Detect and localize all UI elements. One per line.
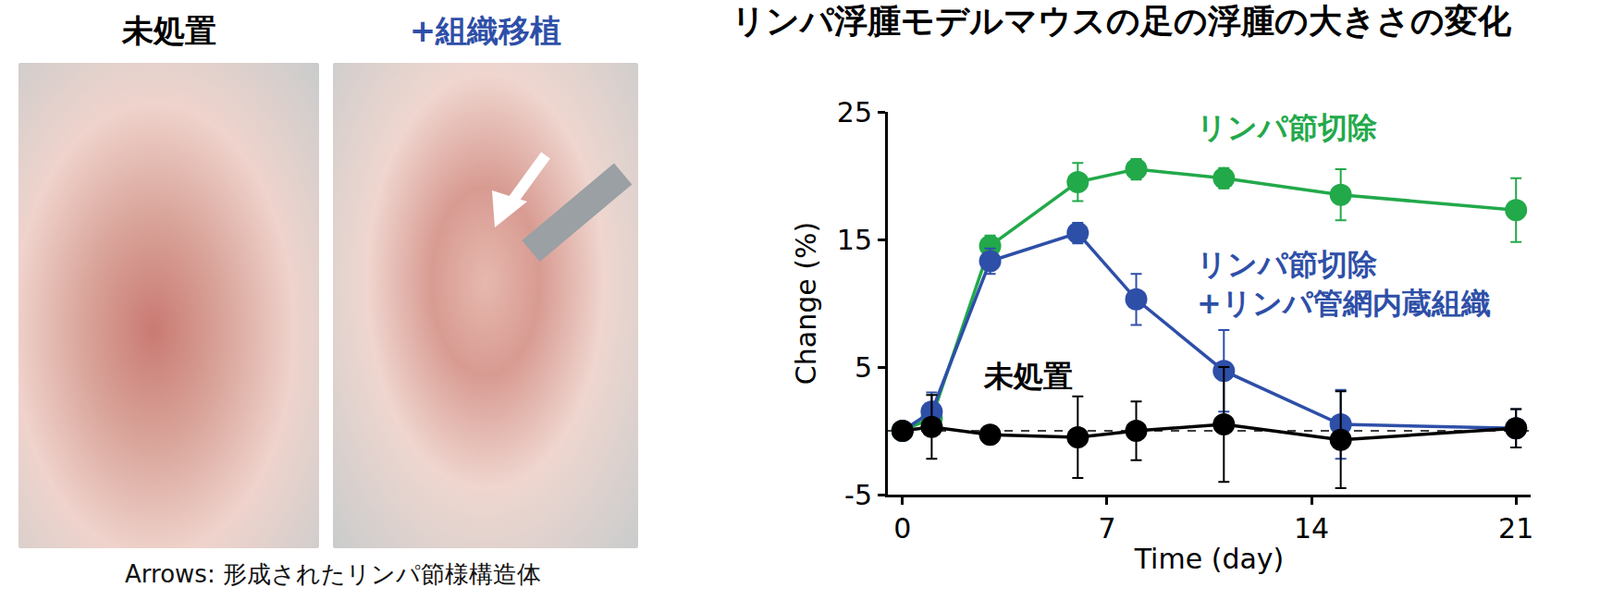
svg-text:25: 25 [836, 96, 873, 129]
svg-text:0: 0 [893, 512, 911, 545]
html-text:Arrows: 形成されたリンパ節様構造体: Arrows: 形成されたリンパ節様構造体 [124, 560, 541, 589]
html-text:未処置: 未処置 [121, 12, 216, 50]
svg-text:7: 7 [1097, 512, 1116, 545]
svg-text:15: 15 [836, 223, 873, 257]
svg-text:リンパ節切除: リンパ節切除 [1196, 110, 1378, 146]
svg-text:14: 14 [1293, 512, 1330, 545]
svg-text:未処置: 未処置 [983, 358, 1073, 394]
svg-text:Change (%): Change (%) [789, 221, 823, 385]
svg-text:リンパ節切除+リンパ管網内蔵組織: リンパ節切除+リンパ管網内蔵組織 [1196, 246, 1491, 321]
svg-text:リンパ浮腫モデルマウスの足の浮腫の大きさの変化: リンパ浮腫モデルマウスの足の浮腫の大きさの変化 [731, 1, 1513, 40]
svg-text:5: 5 [854, 351, 873, 384]
svg-text:21: 21 [1498, 512, 1534, 545]
svg-text:-5: -5 [844, 479, 873, 512]
html-text:+組織移植: +組織移植 [409, 12, 562, 50]
svg-text:Time (day): Time (day) [1133, 542, 1285, 576]
